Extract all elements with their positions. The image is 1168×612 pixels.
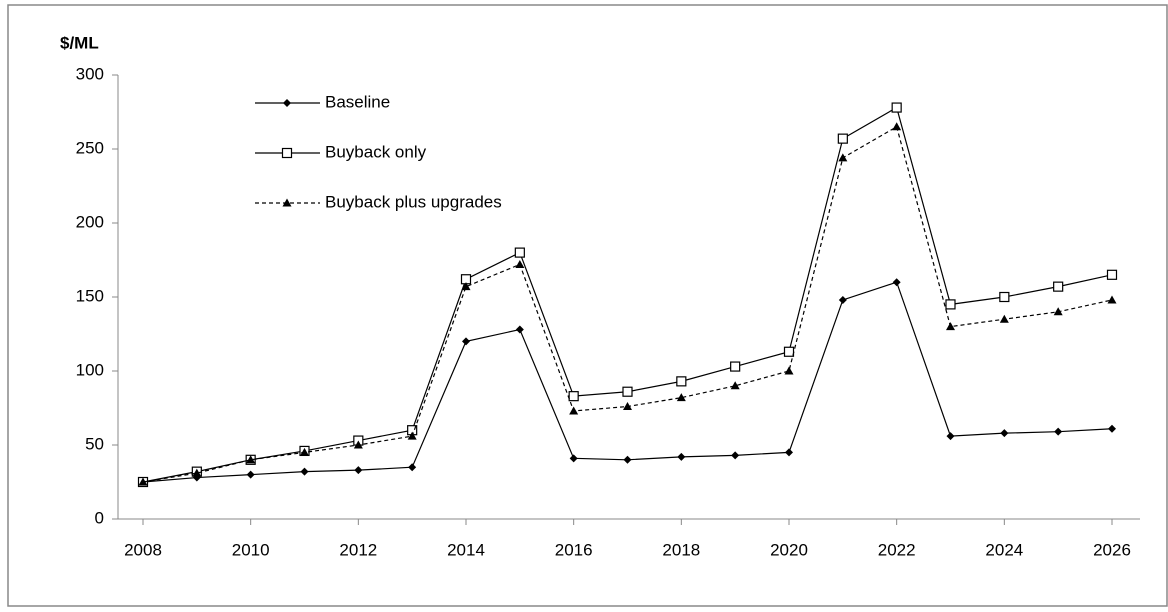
data-point (569, 454, 578, 463)
data-point (514, 247, 525, 258)
data-point (783, 346, 795, 357)
data-point (676, 393, 686, 402)
chart-frame (7, 4, 1168, 607)
x-tick-label: 2016 (555, 540, 593, 559)
y-tick-label: 250 (76, 138, 104, 157)
data-point (891, 102, 902, 113)
x-tick-label: 2010 (232, 540, 270, 559)
series-line (142, 106, 1113, 483)
legend-label: Buyback only (325, 142, 427, 161)
data-point (677, 452, 686, 461)
data-point (730, 361, 741, 372)
data-point (354, 466, 363, 475)
data-point (461, 282, 471, 291)
data-point (730, 381, 740, 390)
y-tick-label: 100 (76, 360, 104, 379)
data-point (300, 447, 309, 456)
y-tick-label: 150 (76, 286, 104, 305)
data-point (462, 337, 470, 346)
legend-marker (283, 99, 291, 107)
data-point (300, 467, 309, 476)
data-point (838, 295, 847, 304)
data-point (946, 322, 955, 331)
y-tick-label: 50 (85, 434, 104, 453)
series-line (142, 281, 1113, 483)
data-point (1107, 295, 1117, 304)
data-point (192, 468, 202, 477)
data-point (837, 133, 848, 144)
data-point (1108, 424, 1116, 433)
data-point (623, 402, 632, 411)
x-tick-label: 2024 (985, 540, 1023, 559)
x-tick-label: 2020 (770, 540, 808, 559)
x-tick-label: 2018 (662, 540, 700, 559)
data-point (784, 366, 794, 375)
x-tick-label: 2012 (339, 540, 377, 559)
legend-marker (282, 198, 292, 207)
data-point (785, 448, 793, 457)
data-point (1054, 427, 1063, 436)
data-point (676, 376, 687, 387)
data-point (408, 463, 417, 472)
data-point (246, 470, 255, 479)
data-point (731, 451, 740, 460)
data-point (622, 386, 633, 397)
x-tick-label: 2022 (878, 540, 916, 559)
legend-label: Baseline (325, 92, 390, 111)
data-point (623, 455, 632, 464)
y-tick-label: 0 (95, 508, 104, 527)
legend-marker (281, 147, 293, 159)
data-point (945, 299, 956, 310)
data-point (999, 314, 1009, 323)
data-point (138, 477, 148, 486)
data-point (999, 291, 1010, 303)
data-point (353, 440, 363, 449)
x-tick-label: 2014 (447, 540, 485, 559)
data-point (892, 278, 901, 287)
data-point (569, 406, 579, 415)
data-point (946, 432, 955, 441)
data-point (407, 431, 417, 440)
data-point (515, 259, 525, 268)
x-tick-label: 2008 (124, 540, 162, 559)
data-point (1053, 281, 1064, 292)
data-point (1000, 429, 1009, 438)
data-point (515, 325, 524, 334)
x-tick-label: 2026 (1093, 540, 1131, 559)
data-point (568, 391, 579, 402)
data-point (246, 455, 256, 464)
data-point (892, 122, 902, 131)
series-line (142, 125, 1113, 483)
data-point (838, 153, 848, 162)
y-tick-label: 300 (76, 64, 104, 83)
legend-label: Buyback plus upgrades (325, 192, 502, 211)
data-point (1053, 307, 1063, 316)
y-tick-label: 200 (76, 212, 104, 231)
y-axis-label: $/ML (60, 33, 99, 52)
data-point (1106, 269, 1118, 280)
